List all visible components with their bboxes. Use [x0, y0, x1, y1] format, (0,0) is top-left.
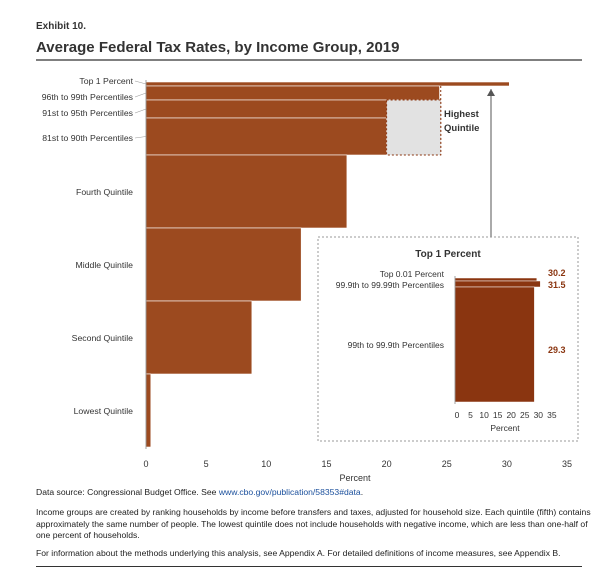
inset-category-label-99-9th-to-99-99th-percentiles: 99.9th to 99.99th Percentiles	[336, 280, 444, 290]
highest-quintile-annotation: Highest Quintile	[387, 89, 495, 237]
source-note: Data source: Congressional Budget Office…	[36, 487, 596, 499]
x-tick-0: 0	[143, 459, 148, 469]
exhibit-label: Exhibit 10.	[36, 21, 86, 32]
inset-x-tick-30: 30	[534, 410, 544, 420]
label-pointer-96th-to-99th-percentiles	[135, 93, 146, 97]
category-label-second-quintile: Second Quintile	[72, 333, 134, 343]
inset-bar-99th-to-99-9th-percentiles	[455, 287, 534, 402]
connector-arrow-icon	[487, 89, 495, 96]
inset-x-tick-20: 20	[506, 410, 516, 420]
source-prefix: Data source: Congressional Budget Office…	[36, 487, 219, 497]
category-label-lowest-quintile: Lowest Quintile	[74, 406, 134, 416]
inset-value-label-99th-to-99-9th-percentiles: 29.3	[548, 345, 566, 355]
bar-81st-to-90th-percentiles	[146, 118, 387, 155]
tax-rate-chart: Exhibit 10. Average Federal Tax Rates, b…	[0, 0, 598, 490]
x-tick-20: 20	[382, 459, 392, 469]
x-tick-30: 30	[502, 459, 512, 469]
inset-panel: Top 1 Percent Top 0.01 Percent 30.2 99.9th…	[318, 237, 578, 441]
inset-x-tick-25: 25	[520, 410, 530, 420]
highest-quintile-label-line2: Quintile	[444, 123, 479, 134]
inset-value-label-99-9th-to-99-99th-percentiles: 31.5	[548, 280, 566, 290]
inset-category-label-top-0-01-percent: Top 0.01 Percent	[380, 269, 445, 279]
label-pointer-top-1-percent	[135, 81, 146, 84]
category-label-91st-to-95th-percentiles: 91st to 95th Percentiles	[42, 108, 133, 118]
category-label-middle-quintile: Middle Quintile	[76, 260, 134, 270]
inset-x-tick-10: 10	[479, 410, 489, 420]
inset-value-label-top-0-01-percent: 30.2	[548, 268, 566, 278]
chart-title: Average Federal Tax Rates, by Income Gro…	[36, 39, 399, 56]
bar-middle-quintile	[146, 228, 301, 301]
methods-note: For information about the methods underl…	[36, 548, 596, 560]
bottom-rule	[36, 566, 582, 567]
category-label-fourth-quintile: Fourth Quintile	[76, 187, 133, 197]
source-suffix: .	[361, 487, 363, 497]
inset-x-tick-15: 15	[493, 410, 503, 420]
highest-quintile-outline	[387, 100, 441, 155]
inset-category-label-99th-to-99-9th-percentiles: 99th to 99.9th Percentiles	[348, 340, 444, 350]
highest-quintile-label-line1: Highest	[444, 109, 480, 120]
bar-fourth-quintile	[146, 155, 347, 228]
bar-96th-to-99th-percentiles	[146, 86, 440, 100]
label-pointer-81st-to-90th-percentiles	[135, 137, 146, 139]
inset-x-axis-label: Percent	[490, 423, 520, 433]
category-label-81st-to-90th-percentiles: 81st to 90th Percentiles	[42, 133, 133, 143]
x-tick-5: 5	[204, 459, 209, 469]
x-axis-label: Percent	[339, 473, 371, 483]
inset-title: Top 1 Percent	[415, 249, 481, 260]
label-pointer-91st-to-95th-percentiles	[135, 109, 146, 113]
category-label-96th-to-99th-percentiles: 96th to 99th Percentiles	[42, 92, 134, 102]
x-tick-15: 15	[321, 459, 331, 469]
bar-lowest-quintile	[146, 374, 151, 447]
bar-top-1-percent	[146, 82, 509, 86]
bar-91st-to-95th-percentiles	[146, 100, 411, 118]
source-link[interactable]: www.cbo.gov/publication/58353#data	[219, 487, 361, 497]
x-tick-10: 10	[261, 459, 271, 469]
x-tick-35: 35	[562, 459, 572, 469]
inset-bar-99-9th-to-99-99th-percentiles	[455, 281, 540, 287]
x-tick-25: 25	[442, 459, 452, 469]
inset-x-tick-0: 0	[455, 410, 460, 420]
inset-x-tick-5: 5	[468, 410, 473, 420]
inset-bar-top-0-01-percent	[455, 278, 537, 281]
income-group-note: Income groups are created by ranking hou…	[36, 507, 596, 542]
category-label-top-1-percent: Top 1 Percent	[79, 76, 133, 86]
bar-second-quintile	[146, 301, 252, 374]
inset-x-tick-35: 35	[547, 410, 557, 420]
